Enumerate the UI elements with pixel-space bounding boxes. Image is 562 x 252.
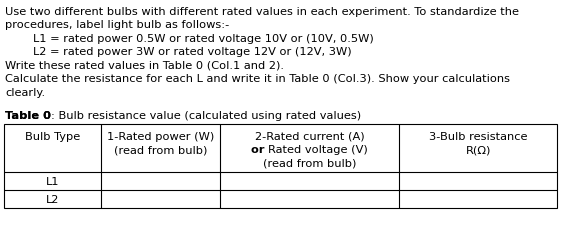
- Text: 1-Rated power (W): 1-Rated power (W): [107, 132, 214, 142]
- Text: L2 = rated power 3W or rated voltage 12V or (12V, 3W): L2 = rated power 3W or rated voltage 12V…: [33, 47, 352, 57]
- Text: : Bulb resistance value (calculated using rated values): : Bulb resistance value (calculated usin…: [51, 111, 361, 121]
- Text: Rated voltage (V): Rated voltage (V): [0, 0, 99, 2]
- Text: Bulb Type: Bulb Type: [25, 132, 80, 142]
- Text: 2-Rated current (A): 2-Rated current (A): [255, 132, 364, 142]
- Text: L1 = rated power 0.5W or rated voltage 10V or (10V, 0.5W): L1 = rated power 0.5W or rated voltage 1…: [33, 34, 374, 44]
- Text: Table 0: Table 0: [5, 111, 51, 121]
- Text: or: or: [0, 0, 17, 2]
- Text: Use two different bulbs with different rated values in each experiment. To stand: Use two different bulbs with different r…: [5, 7, 519, 17]
- Text: L1: L1: [46, 177, 59, 187]
- Text: clearly.: clearly.: [5, 88, 45, 98]
- Text: Calculate the resistance for each L and write it in Table 0 (Col.3). Show your c: Calculate the resistance for each L and …: [5, 74, 510, 84]
- Text: or: or: [251, 145, 269, 155]
- Text: Write these rated values in Table 0 (Col.1 and 2).: Write these rated values in Table 0 (Col…: [5, 61, 284, 71]
- Text: (read from bulb): (read from bulb): [114, 145, 207, 155]
- Text: Table 0: Table 0: [5, 111, 51, 121]
- Text: 3-Bulb resistance: 3-Bulb resistance: [429, 132, 528, 142]
- Text: L2: L2: [46, 195, 59, 205]
- Text: procedures, label light bulb as follows:-: procedures, label light bulb as follows:…: [5, 20, 229, 30]
- Text: R(Ω): R(Ω): [465, 145, 491, 155]
- Text: Rated voltage (V): Rated voltage (V): [269, 145, 368, 155]
- Text: (read from bulb): (read from bulb): [263, 159, 356, 169]
- Bar: [4, 124, 557, 208]
